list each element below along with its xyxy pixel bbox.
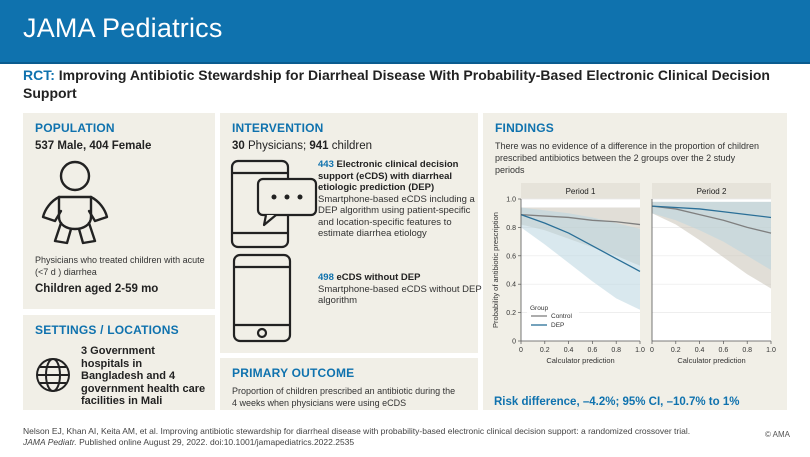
settings-text: 3 Government hospitals in Bangladesh and… (81, 345, 206, 407)
primary-outcome-panel: PRIMARY OUTCOME Proportion of children p… (220, 358, 478, 410)
risk-difference: Risk difference, –4.2%; 95% CI, –10.7% t… (494, 396, 740, 408)
children-label: children (331, 140, 373, 152)
population-heading: POPULATION (35, 121, 115, 135)
x-tick-label: 0.2 (540, 347, 550, 354)
series-line-control (520, 213, 641, 226)
series-line-control (651, 205, 772, 234)
header-bar: JAMA Pediatrics (0, 0, 810, 64)
panel-strip (652, 183, 771, 199)
physician-label: Physicians; (248, 140, 307, 152)
legend-label-control: Control (551, 313, 573, 320)
copyright: © AMA (764, 430, 790, 439)
population-age: Children aged 2-59 mo (35, 283, 159, 295)
x-tick-label: 0.6 (588, 347, 598, 354)
findings-heading: FINDINGS (495, 121, 554, 135)
arm-dep: 443 Electronic clinical decision support… (318, 159, 488, 240)
ci-band-dep (521, 207, 640, 310)
study-title: Improving Antibiotic Stewardship for Dia… (23, 67, 770, 101)
y-tick-label: 1.0 (506, 197, 516, 204)
y-tick-label: 0.2 (506, 310, 516, 317)
physician-count: 30 (232, 140, 245, 152)
settings-panel: SETTINGS / LOCATIONS 3 Government hospit… (23, 315, 215, 410)
intervention-heading: INTERVENTION (232, 121, 324, 135)
citation-published: Published online August 29, 2022. doi:10… (79, 437, 355, 447)
smartphone-icon (232, 253, 292, 343)
x-tick-label: 0.4 (564, 347, 574, 354)
x-axis-label: Calculator prediction (677, 356, 745, 365)
arm-dep-title: Electronic clinical decision support (eC… (318, 159, 459, 193)
x-tick-label: 0 (519, 347, 523, 354)
series-line-dep (651, 205, 772, 219)
intervention-counts: 30 Physicians; 941 children (232, 140, 372, 152)
arm-control-description: Smartphone-based eCDS without DEP algori… (318, 283, 482, 307)
x-tick-label: 0.2 (671, 347, 681, 354)
y-tick-label: 0.4 (506, 282, 516, 289)
panel-title: Period 2 (697, 187, 727, 196)
primary-outcome-heading: PRIMARY OUTCOME (232, 366, 355, 380)
arm-control-title: eCDS without DEP (336, 272, 421, 283)
panel-strip (521, 183, 640, 199)
x-tick-label: 1.0 (766, 347, 776, 354)
citation-journal: JAMA Pediatr. (23, 437, 77, 447)
header-rule (0, 62, 810, 64)
population-description: Physicians who treated children with acu… (35, 255, 205, 277)
journal-brand: JAMA Pediatrics (23, 13, 223, 43)
x-tick-label: 0.8 (611, 347, 621, 354)
x-tick-label: 0.4 (695, 347, 705, 354)
children-count: 941 (309, 140, 329, 152)
series-line-dep (520, 214, 641, 272)
x-tick-label: 0.8 (742, 347, 752, 354)
arm-dep-number: 443 (318, 159, 334, 170)
arm-dep-description: Smartphone-based eCDS including a DEP al… (318, 193, 475, 240)
citation-text: Nelson EJ, Khan AI, Keita AM, et al. Imp… (23, 426, 691, 436)
baby-icon (41, 160, 109, 245)
smartphone-chat-icon (230, 159, 318, 249)
findings-chart: Period 1 0 0.2 0.4 0.6 0.8 1.0 Calculator predi… (491, 183, 776, 365)
panel-title: Period 1 (566, 187, 596, 196)
citation: Nelson EJ, Khan AI, Keita AM, et al. Imp… (23, 426, 783, 448)
y-tick-label: 0 (512, 339, 516, 346)
x-tick-label: 1.0 (635, 347, 645, 354)
intervention-panel: INTERVENTION 30 Physicians; 941 children… (220, 113, 482, 353)
x-axis-label: Calculator prediction (546, 356, 614, 365)
arm-control: 498 eCDS without DEP Smartphone-based eC… (318, 272, 488, 307)
population-count: 537 Male, 404 Female (35, 140, 152, 152)
legend-label-dep: DEP (551, 322, 564, 329)
y-axis-label: Probability of antibiotic prescription (491, 212, 500, 328)
x-tick-label: 0.6 (719, 347, 729, 354)
legend-title: Group (530, 305, 548, 312)
y-tick-label: 0.8 (506, 225, 516, 232)
legend-box (527, 302, 579, 334)
population-panel: POPULATION 537 Male, 404 Female Physicia… (23, 113, 215, 309)
page-title: RCT: Improving Antibiotic Stewardship fo… (23, 66, 793, 102)
x-tick-label: 0 (650, 347, 654, 354)
study-type-tag: RCT: (23, 67, 55, 83)
settings-heading: SETTINGS / LOCATIONS (35, 323, 179, 337)
globe-icon (36, 358, 70, 392)
findings-text: There was no evidence of a difference in… (495, 141, 759, 175)
ci-band-dep (652, 201, 771, 270)
primary-outcome-text: Proportion of children prescribed an ant… (232, 386, 456, 408)
arm-control-number: 498 (318, 272, 334, 283)
y-tick-label: 0.6 (506, 253, 516, 260)
